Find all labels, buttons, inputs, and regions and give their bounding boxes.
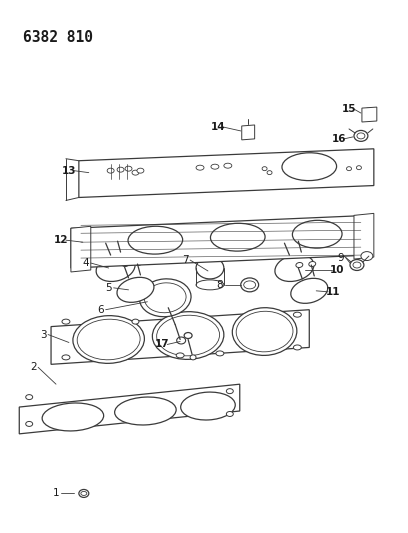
Text: 6: 6	[98, 305, 104, 314]
Ellipse shape	[181, 392, 235, 420]
Ellipse shape	[309, 262, 316, 266]
Ellipse shape	[115, 397, 176, 425]
Ellipse shape	[241, 278, 259, 292]
Ellipse shape	[293, 345, 302, 350]
Ellipse shape	[346, 167, 351, 171]
Text: 3: 3	[40, 329, 47, 340]
Text: 8: 8	[217, 280, 223, 290]
Ellipse shape	[224, 163, 232, 168]
Text: 15: 15	[342, 104, 356, 114]
Polygon shape	[19, 384, 240, 434]
Polygon shape	[71, 215, 369, 268]
Ellipse shape	[296, 262, 303, 268]
Ellipse shape	[357, 133, 365, 139]
Ellipse shape	[62, 319, 70, 324]
Ellipse shape	[157, 315, 220, 356]
Ellipse shape	[132, 170, 139, 175]
Polygon shape	[362, 107, 377, 122]
Ellipse shape	[42, 403, 104, 431]
Polygon shape	[79, 149, 374, 197]
Ellipse shape	[117, 277, 154, 302]
Ellipse shape	[262, 167, 267, 171]
Ellipse shape	[176, 353, 184, 358]
Ellipse shape	[232, 308, 297, 356]
Ellipse shape	[350, 260, 364, 270]
Text: 14: 14	[211, 122, 225, 132]
Ellipse shape	[107, 168, 114, 173]
Polygon shape	[51, 310, 309, 365]
Ellipse shape	[291, 278, 328, 303]
Text: 16: 16	[332, 134, 346, 144]
Ellipse shape	[122, 262, 129, 266]
Ellipse shape	[26, 394, 33, 400]
Text: 10: 10	[330, 265, 344, 275]
Ellipse shape	[177, 337, 186, 344]
Text: 5: 5	[105, 283, 112, 293]
Text: 2: 2	[30, 362, 36, 373]
Ellipse shape	[267, 171, 272, 175]
Polygon shape	[354, 213, 374, 259]
Ellipse shape	[293, 220, 342, 248]
Ellipse shape	[81, 491, 87, 496]
Ellipse shape	[282, 153, 337, 181]
Ellipse shape	[244, 281, 256, 289]
Ellipse shape	[211, 164, 219, 169]
Ellipse shape	[144, 283, 186, 313]
Ellipse shape	[243, 127, 253, 135]
Ellipse shape	[357, 166, 361, 169]
Ellipse shape	[296, 237, 303, 241]
Ellipse shape	[363, 108, 375, 118]
Ellipse shape	[104, 238, 111, 243]
Ellipse shape	[96, 254, 135, 281]
Ellipse shape	[77, 319, 140, 360]
Text: 13: 13	[62, 166, 76, 176]
Polygon shape	[242, 125, 255, 140]
Ellipse shape	[226, 389, 233, 394]
Ellipse shape	[293, 312, 302, 317]
Polygon shape	[71, 227, 91, 272]
Text: 4: 4	[82, 258, 89, 268]
Ellipse shape	[132, 319, 139, 324]
Ellipse shape	[128, 227, 183, 254]
Text: 17: 17	[155, 340, 170, 350]
Ellipse shape	[184, 333, 192, 338]
Ellipse shape	[236, 311, 293, 352]
Ellipse shape	[353, 262, 361, 268]
Ellipse shape	[117, 167, 124, 172]
Text: 6382 810: 6382 810	[23, 30, 93, 45]
Ellipse shape	[79, 489, 89, 497]
Ellipse shape	[135, 261, 142, 265]
Ellipse shape	[275, 254, 314, 281]
Ellipse shape	[115, 237, 122, 241]
Ellipse shape	[361, 252, 373, 261]
Ellipse shape	[62, 355, 70, 360]
Ellipse shape	[282, 238, 289, 243]
Ellipse shape	[354, 131, 368, 141]
Text: 1: 1	[53, 488, 59, 498]
Ellipse shape	[216, 351, 224, 356]
Ellipse shape	[196, 257, 224, 279]
Ellipse shape	[190, 355, 196, 360]
Text: 9: 9	[338, 253, 344, 263]
Ellipse shape	[140, 279, 191, 317]
Ellipse shape	[137, 168, 144, 173]
Ellipse shape	[196, 165, 204, 170]
Text: 12: 12	[54, 235, 68, 245]
Ellipse shape	[73, 316, 144, 364]
Ellipse shape	[226, 411, 233, 416]
Ellipse shape	[26, 422, 33, 426]
Ellipse shape	[196, 280, 224, 290]
Text: 11: 11	[326, 287, 340, 297]
Text: 7: 7	[182, 255, 188, 265]
Ellipse shape	[211, 223, 265, 251]
Ellipse shape	[125, 166, 132, 171]
Ellipse shape	[152, 312, 224, 359]
